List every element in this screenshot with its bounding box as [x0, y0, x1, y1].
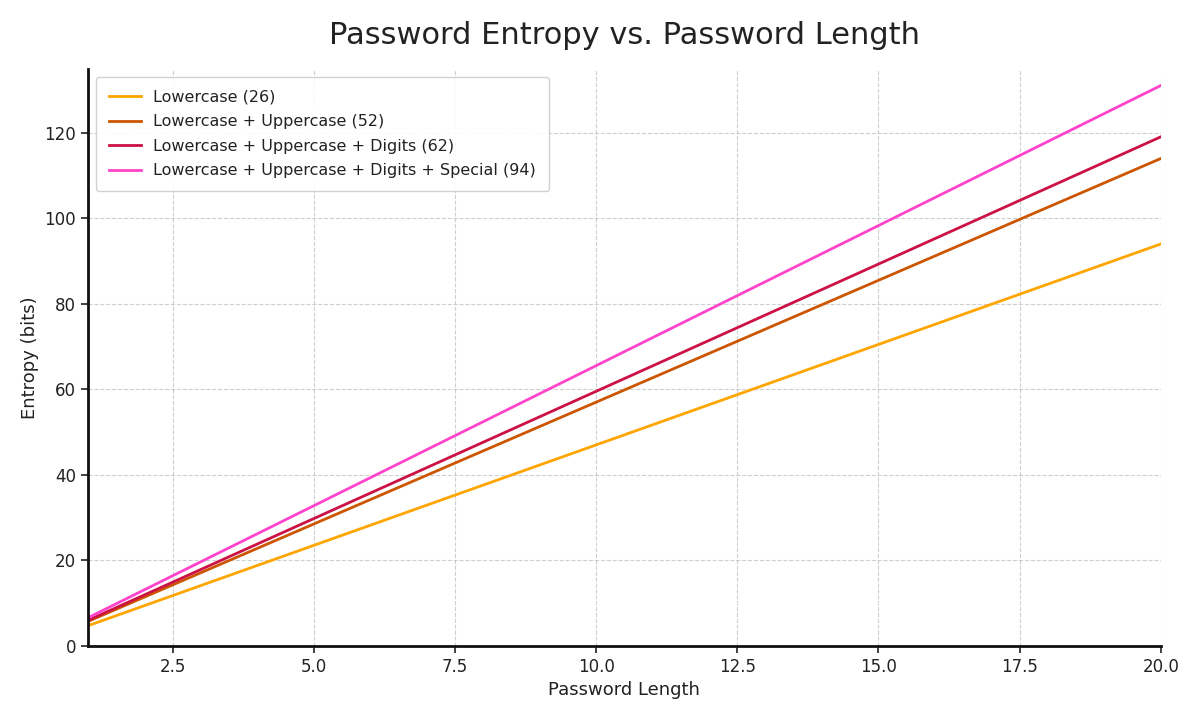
Lowercase + Uppercase + Digits (62): [719, 328, 733, 337]
Lowercase + Uppercase + Digits + Special (94): [80, 613, 95, 622]
Line: Lowercase (26): Lowercase (26): [88, 244, 1160, 626]
Lowercase + Uppercase + Digits + Special (94): [960, 177, 974, 186]
Line: Lowercase + Uppercase (52): Lowercase + Uppercase (52): [88, 158, 1160, 621]
Lowercase + Uppercase (52): [1128, 166, 1142, 174]
Lowercase (26): [1128, 249, 1142, 258]
Y-axis label: Entropy (bits): Entropy (bits): [20, 296, 38, 418]
Lowercase + Uppercase (52): [596, 395, 611, 403]
Lowercase + Uppercase (52): [590, 397, 605, 406]
Lowercase + Uppercase (52): [661, 366, 676, 375]
Title: Password Entropy vs. Password Length: Password Entropy vs. Password Length: [329, 21, 920, 50]
Lowercase (26): [80, 621, 95, 630]
Line: Lowercase + Uppercase + Digits + Special (94): Lowercase + Uppercase + Digits + Special…: [88, 86, 1160, 618]
Lowercase (26): [1153, 240, 1168, 248]
Lowercase + Uppercase (52): [1153, 154, 1168, 163]
Lowercase + Uppercase (52): [719, 341, 733, 350]
Lowercase (26): [661, 415, 676, 423]
Lowercase + Uppercase + Digits + Special (94): [596, 357, 611, 366]
Lowercase + Uppercase + Digits (62): [1128, 144, 1142, 153]
Lowercase (26): [590, 440, 605, 449]
Lowercase + Uppercase (52): [80, 617, 95, 626]
Lowercase + Uppercase + Digits + Special (94): [1153, 81, 1168, 90]
Lowercase + Uppercase + Digits (62): [960, 220, 974, 228]
Lowercase + Uppercase + Digits + Special (94): [719, 297, 733, 305]
Lowercase + Uppercase + Digits (62): [590, 387, 605, 395]
Lowercase (26): [719, 395, 733, 403]
Lowercase + Uppercase + Digits + Special (94): [1128, 94, 1142, 103]
Lowercase (26): [960, 309, 974, 318]
Legend: Lowercase (26), Lowercase + Uppercase (52), Lowercase + Uppercase + Digits (62),: Lowercase (26), Lowercase + Uppercase (5…: [96, 77, 548, 191]
Lowercase + Uppercase + Digits + Special (94): [590, 361, 605, 369]
X-axis label: Password Length: Password Length: [548, 681, 701, 699]
Lowercase + Uppercase + Digits (62): [596, 384, 611, 392]
Lowercase + Uppercase + Digits + Special (94): [661, 325, 676, 334]
Lowercase (26): [596, 438, 611, 446]
Line: Lowercase + Uppercase + Digits (62): Lowercase + Uppercase + Digits (62): [88, 137, 1160, 621]
Lowercase + Uppercase (52): [960, 238, 974, 246]
Lowercase + Uppercase + Digits (62): [661, 354, 676, 363]
Lowercase + Uppercase + Digits (62): [1153, 132, 1168, 141]
Lowercase + Uppercase + Digits (62): [80, 616, 95, 625]
